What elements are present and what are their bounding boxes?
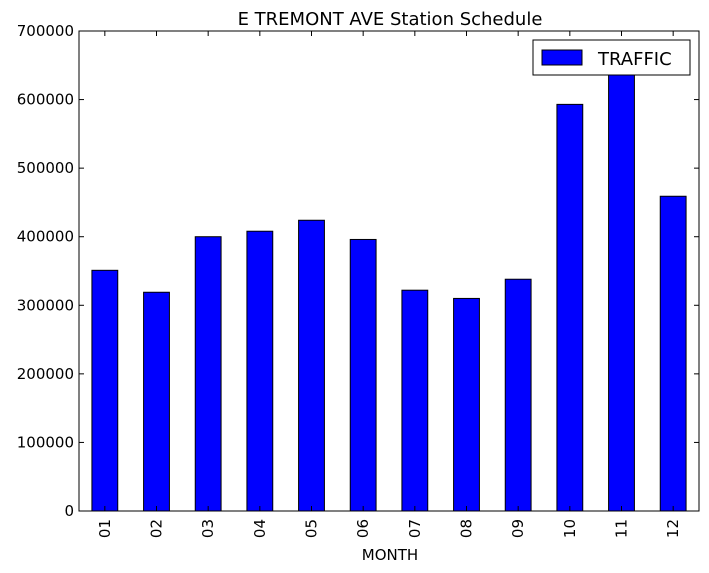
x-axis-label: MONTH	[362, 546, 418, 564]
bar-08	[453, 297, 480, 512]
legend-label: TRAFFIC	[597, 49, 672, 70]
x-tick-label-12: 12	[664, 519, 682, 538]
bar-02	[143, 291, 170, 512]
x-tick-label-02: 02	[148, 519, 166, 538]
y-tick-label: 200000	[17, 365, 74, 383]
y-tick-label: 500000	[17, 159, 74, 177]
y-tick-label: 600000	[17, 91, 74, 109]
x-tick-label-07: 07	[406, 519, 424, 538]
y-tick-label: 0	[64, 502, 74, 520]
x-tick-label-06: 06	[354, 519, 372, 538]
bar-06	[349, 238, 377, 512]
y-tick-label: 300000	[17, 296, 74, 314]
x-tick-label-05: 05	[303, 519, 321, 538]
x-tick-label-11: 11	[613, 519, 631, 538]
bar-04	[246, 230, 274, 512]
x-tick-label-04: 04	[251, 519, 269, 538]
y-tick-label: 400000	[17, 228, 74, 246]
x-tick-label-10: 10	[561, 519, 579, 538]
x-tick-label-08: 08	[458, 519, 476, 538]
bar-01	[91, 269, 119, 512]
bar-11	[608, 71, 635, 512]
y-axis: 0 100000 200000 300000 400000 500000 600000 700…	[17, 22, 699, 520]
bar-03	[194, 236, 222, 512]
bar-07	[401, 289, 429, 512]
chart-title: E TREMONT AVE Station Schedule	[238, 9, 543, 30]
bar-10	[556, 103, 584, 512]
plot-frame	[78, 30, 700, 512]
x-tick-label-01: 01	[96, 519, 114, 538]
y-tick-label: 100000	[17, 433, 74, 451]
x-tick-label-09: 09	[509, 519, 527, 538]
x-tick-label-03: 03	[199, 519, 217, 538]
legend: TRAFFIC	[532, 39, 691, 76]
bar-09	[504, 278, 532, 512]
bar-12	[659, 195, 687, 512]
bar-05	[298, 219, 325, 512]
y-tick-label: 700000	[17, 22, 74, 40]
x-axis: 01 02 03 04 05 06 07 08 09 10 11 12	[96, 31, 682, 538]
bars-group	[91, 71, 687, 512]
legend-swatch	[541, 49, 583, 66]
